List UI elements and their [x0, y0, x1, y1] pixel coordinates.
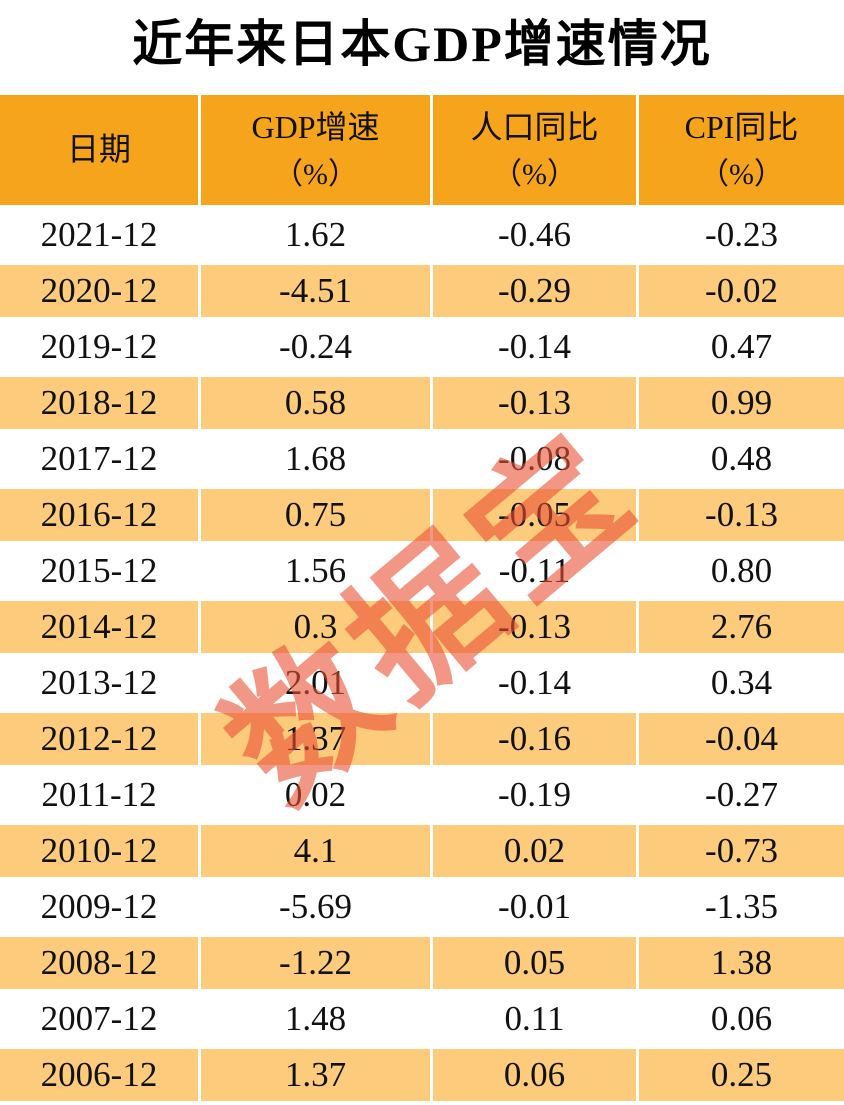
cell-cpi: 2.76	[639, 601, 844, 653]
col-header-population: 人口同比 （%）	[433, 95, 636, 205]
col-header-cpi-label: CPI同比	[684, 109, 799, 146]
cell-cpi: -0.04	[639, 713, 844, 765]
cell-date: 2013-12	[0, 657, 198, 709]
cell-gdp: 2.01	[201, 657, 430, 709]
cell-population: -0.11	[433, 545, 636, 597]
table-row: 2007-12 1.48 0.11 0.06	[0, 993, 844, 1045]
cell-date: 2016-12	[0, 489, 198, 541]
cell-cpi: 0.06	[639, 993, 844, 1045]
cell-population: -0.08	[433, 433, 636, 485]
cell-population: 0.02	[433, 825, 636, 877]
cell-gdp: 0.58	[201, 377, 430, 429]
table-header: 日期 GDP增速 （%） 人口同比 （%） CPI同比 （%）	[0, 95, 844, 205]
cell-gdp: -4.51	[201, 265, 430, 317]
table-row: 2017-12 1.68 -0.08 0.48	[0, 433, 844, 485]
cell-date: 2015-12	[0, 545, 198, 597]
cell-gdp: 0.02	[201, 769, 430, 821]
cell-date: 2012-12	[0, 713, 198, 765]
table-row: 2011-12 0.02 -0.19 -0.27	[0, 769, 844, 821]
cell-gdp: 1.48	[201, 993, 430, 1045]
table-row: 2013-12 2.01 -0.14 0.34	[0, 657, 844, 709]
cell-date: 2014-12	[0, 601, 198, 653]
table-row: 2015-12 1.56 -0.11 0.80	[0, 545, 844, 597]
cell-population: -0.14	[433, 321, 636, 373]
col-header-cpi: CPI同比 （%）	[639, 95, 844, 205]
table-row: 2012-12 1.37 -0.16 -0.04	[0, 713, 844, 765]
cell-gdp: -5.69	[201, 881, 430, 933]
cell-gdp: 0.3	[201, 601, 430, 653]
cell-population: -0.16	[433, 713, 636, 765]
cell-gdp: 1.37	[201, 713, 430, 765]
col-header-date: 日期	[0, 95, 198, 205]
table-body: 2021-12 1.62 -0.46 -0.23 2020-12 -4.51 -…	[0, 209, 844, 1101]
cell-date: 2010-12	[0, 825, 198, 877]
cell-cpi: -0.23	[639, 209, 844, 261]
table-row: 2014-12 0.3 -0.13 2.76	[0, 601, 844, 653]
cell-date: 2008-12	[0, 937, 198, 989]
cell-population: -0.13	[433, 377, 636, 429]
cell-population: -0.46	[433, 209, 636, 261]
table-row: 2006-12 1.37 0.06 0.25	[0, 1049, 844, 1101]
cell-gdp: 1.37	[201, 1049, 430, 1101]
cell-cpi: 1.38	[639, 937, 844, 989]
cell-gdp: 1.68	[201, 433, 430, 485]
cell-cpi: 0.48	[639, 433, 844, 485]
cell-gdp: -1.22	[201, 937, 430, 989]
col-header-date-label: 日期	[66, 131, 131, 168]
col-header-population-label: 人口同比	[470, 109, 599, 146]
cell-cpi: -0.13	[639, 489, 844, 541]
table-row: 2008-12 -1.22 0.05 1.38	[0, 937, 844, 989]
cell-gdp: 4.1	[201, 825, 430, 877]
col-header-gdp: GDP增速 （%）	[201, 95, 430, 205]
cell-gdp: 0.75	[201, 489, 430, 541]
cell-cpi: -1.35	[639, 881, 844, 933]
cell-population: 0.11	[433, 993, 636, 1045]
cell-gdp: -0.24	[201, 321, 430, 373]
cell-date: 2019-12	[0, 321, 198, 373]
cell-population: -0.19	[433, 769, 636, 821]
cell-date: 2021-12	[0, 209, 198, 261]
cell-date: 2017-12	[0, 433, 198, 485]
table-row: 2019-12 -0.24 -0.14 0.47	[0, 321, 844, 373]
col-header-cpi-unit: （%）	[699, 158, 784, 192]
cell-date: 2006-12	[0, 1049, 198, 1101]
cell-date: 2011-12	[0, 769, 198, 821]
cell-population: -0.14	[433, 657, 636, 709]
cell-cpi: 0.80	[639, 545, 844, 597]
table-row: 2010-12 4.1 0.02 -0.73	[0, 825, 844, 877]
cell-cpi: -0.02	[639, 265, 844, 317]
page-title: 近年来日本GDP增速情况	[132, 16, 712, 72]
cell-cpi: 0.47	[639, 321, 844, 373]
cell-population: -0.13	[433, 601, 636, 653]
cell-date: 2007-12	[0, 993, 198, 1045]
cell-population: 0.06	[433, 1049, 636, 1101]
cell-population: -0.29	[433, 265, 636, 317]
cell-date: 2020-12	[0, 265, 198, 317]
col-header-gdp-label: GDP增速	[251, 109, 380, 146]
col-header-population-unit: （%）	[492, 158, 577, 192]
cell-date: 2009-12	[0, 881, 198, 933]
table-row: 2021-12 1.62 -0.46 -0.23	[0, 209, 844, 261]
cell-date: 2018-12	[0, 377, 198, 429]
cell-cpi: 0.34	[639, 657, 844, 709]
cell-population: -0.05	[433, 489, 636, 541]
cell-cpi: 0.25	[639, 1049, 844, 1101]
col-header-gdp-unit: （%）	[273, 158, 358, 192]
cell-population: 0.05	[433, 937, 636, 989]
table-row: 2016-12 0.75 -0.05 -0.13	[0, 489, 844, 541]
table-row: 2018-12 0.58 -0.13 0.99	[0, 377, 844, 429]
cell-cpi: -0.27	[639, 769, 844, 821]
cell-cpi: 0.99	[639, 377, 844, 429]
cell-gdp: 1.62	[201, 209, 430, 261]
header-row: 日期 GDP增速 （%） 人口同比 （%） CPI同比 （%）	[0, 95, 844, 205]
cell-population: -0.01	[433, 881, 636, 933]
table-row: 2009-12 -5.69 -0.01 -1.35	[0, 881, 844, 933]
cell-cpi: -0.73	[639, 825, 844, 877]
table-row: 2020-12 -4.51 -0.29 -0.02	[0, 265, 844, 317]
gdp-table: 日期 GDP增速 （%） 人口同比 （%） CPI同比 （%） 2021-12 …	[0, 91, 844, 1105]
cell-gdp: 1.56	[201, 545, 430, 597]
